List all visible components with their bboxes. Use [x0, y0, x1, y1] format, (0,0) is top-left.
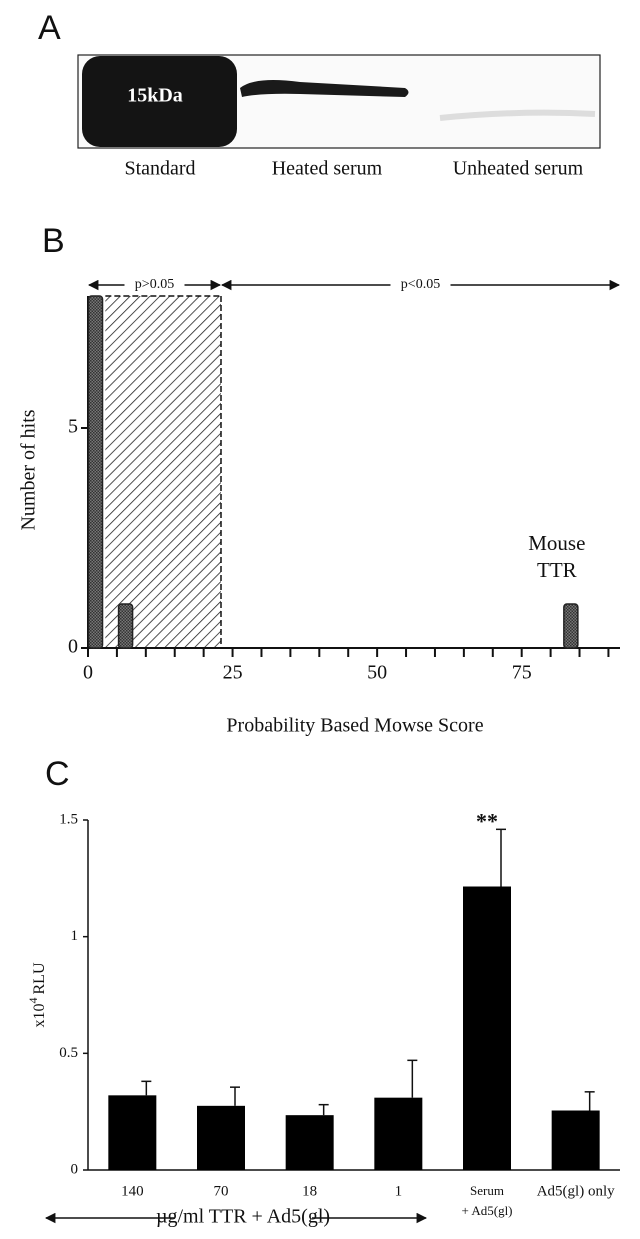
y-axis-label: x104 RLU [26, 962, 48, 1027]
x-tick-label: 50 [367, 662, 387, 684]
y-tick-label: 0.5 [59, 1045, 78, 1061]
y-tick-label: 0 [71, 1161, 79, 1177]
annotation: Mouse [528, 531, 585, 555]
bar [564, 604, 578, 648]
bar [197, 1106, 245, 1170]
lane-label: Unheated serum [453, 158, 584, 180]
y-axis-label-unit: RLU [31, 962, 48, 994]
y-tick-label: 0 [68, 636, 78, 658]
shaded-region [105, 296, 221, 648]
panel-letter: B [42, 222, 65, 260]
bar [108, 1095, 156, 1170]
region-label: p<0.05 [401, 277, 440, 292]
lane-label: Heated serum [272, 158, 383, 180]
panel-letter: A [38, 9, 61, 47]
x-tick-label: 1 [395, 1183, 403, 1199]
x-tick-label: Ad5(gl) only [537, 1183, 615, 1199]
lane-label: Standard [124, 158, 195, 180]
x-axis-label: Probability Based Mowse Score [226, 715, 483, 737]
bar [286, 1115, 334, 1170]
region-label: p>0.05 [135, 277, 174, 292]
figure: A 15kDa Standard Heated serum Unheated s… [0, 0, 640, 1239]
x-tick-label: 18 [302, 1183, 317, 1199]
bar [374, 1098, 422, 1170]
x-tick-label: Serum [470, 1183, 504, 1198]
y-axis-label-exponent: 4 [26, 998, 40, 1004]
x-tick-label: 70 [214, 1183, 229, 1199]
bar [89, 296, 103, 648]
annotation: TTR [537, 558, 577, 582]
y-axis-label-base: x10 [31, 1004, 48, 1028]
y-tick-label: 1 [71, 928, 79, 944]
x-tick-label: 25 [223, 662, 243, 684]
y-tick-label: 1.5 [59, 811, 78, 827]
y-axis-label: Number of hits [18, 409, 40, 530]
marker-label: 15kDa [127, 85, 183, 107]
x-tick-label: + Ad5(gl) [461, 1203, 512, 1218]
y-tick-label: 5 [68, 416, 78, 438]
bar [463, 887, 511, 1171]
x-tick-label: 75 [512, 662, 532, 684]
significance-label: ** [476, 808, 498, 833]
bar [552, 1111, 600, 1171]
bar [119, 604, 133, 648]
group-label: µg/ml TTR + Ad5(gl) [156, 1206, 330, 1228]
panel-letter: C [45, 755, 70, 793]
x-tick-label: 140 [121, 1183, 144, 1199]
x-tick-label: 0 [83, 662, 93, 684]
